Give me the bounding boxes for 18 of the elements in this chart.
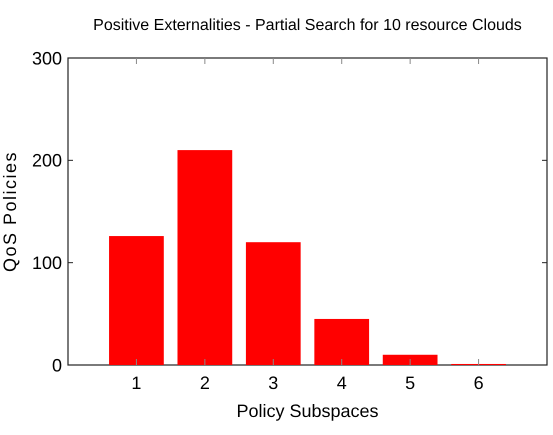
x-axis-title: Policy Subspaces [236,401,379,421]
y-tick-label: 100 [32,252,62,273]
x-tick-label: 4 [336,373,347,393]
bar [177,150,232,365]
bar [246,242,301,365]
x-tick-label: 3 [268,373,278,393]
x-tick-label: 2 [200,373,210,393]
y-tick-label: 0 [52,355,62,376]
y-tick-label: 200 [32,150,62,171]
bar [314,318,370,365]
chart-title: Positive Externalities - Partial Search for 10 resource Clouds [93,17,522,34]
bar [382,354,438,365]
bar [109,236,164,365]
y-axis-title: QoS Policies [0,150,20,272]
x-tick-label: 6 [474,373,484,393]
y-tick-label: 300 [32,48,62,68]
x-tick-label: 1 [131,373,142,393]
x-tick-label: 5 [405,373,416,393]
